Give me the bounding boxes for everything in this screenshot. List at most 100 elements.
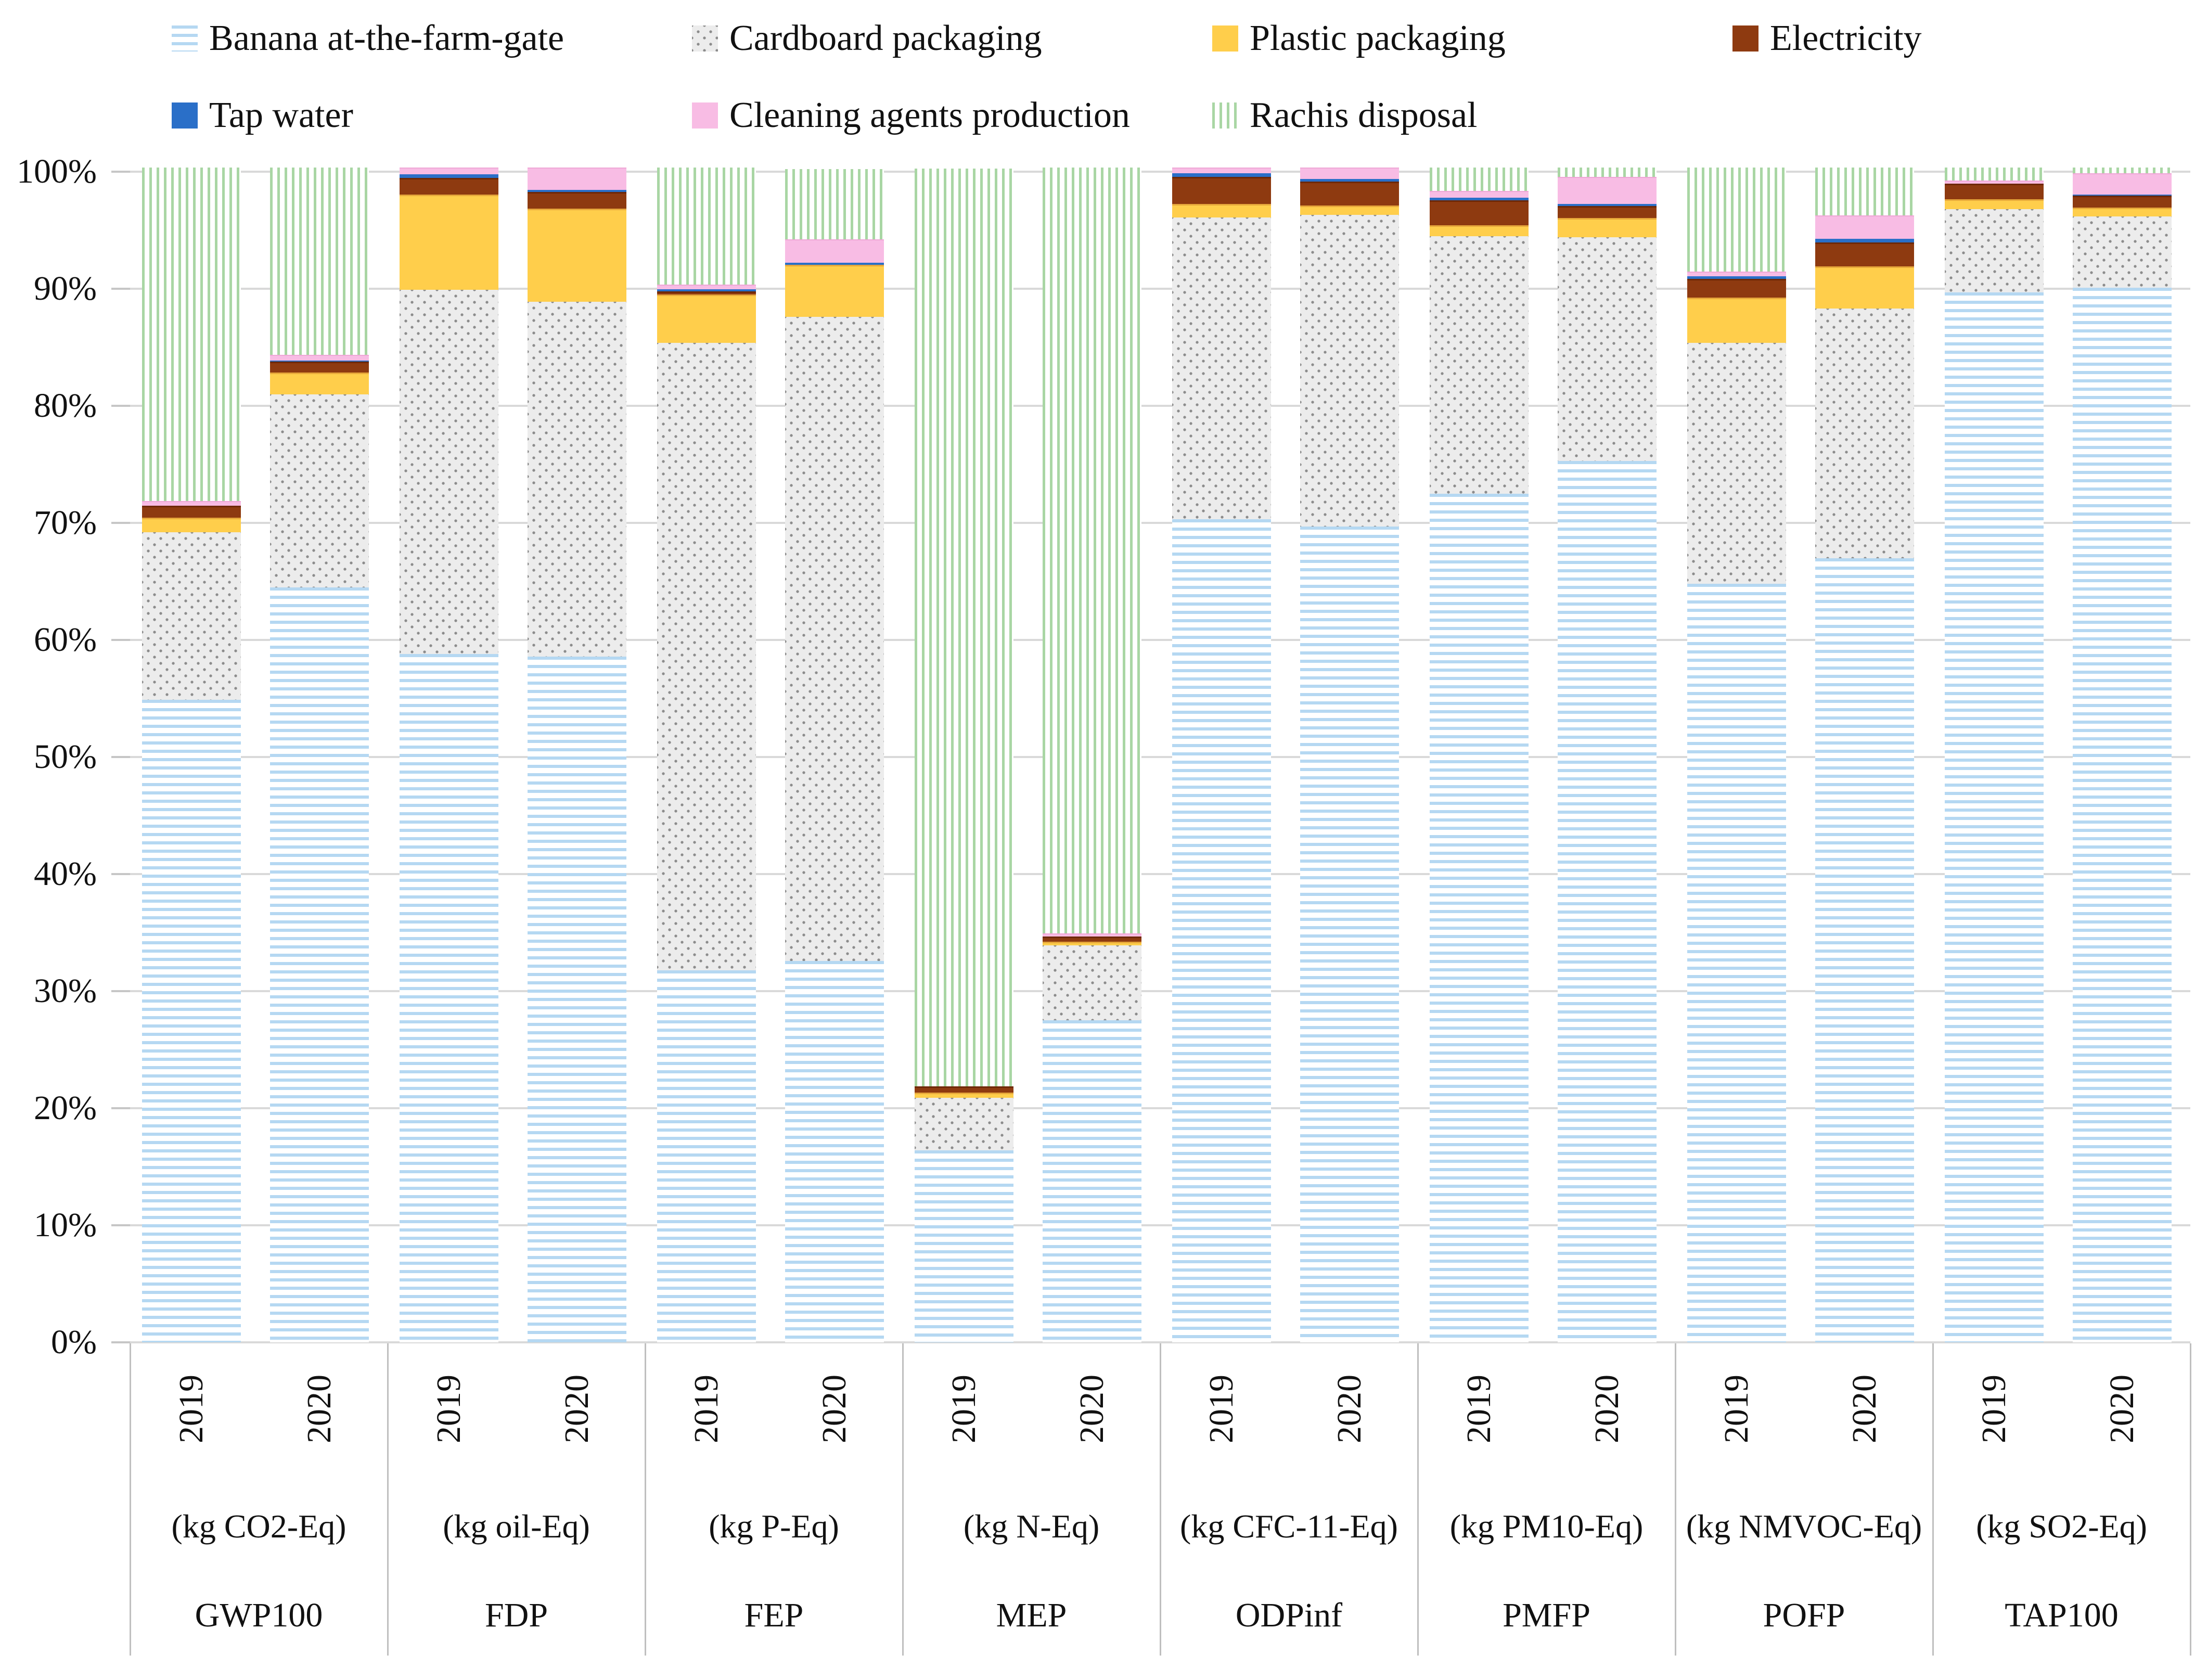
y-tick-70: [111, 522, 130, 524]
y-axis-label-0: 0%: [51, 1323, 97, 1361]
segment-banana-ODPinf-2020: [1300, 526, 1399, 1342]
segment-cardboard-TAP100-2020: [2073, 216, 2172, 288]
segment-cardboard-FDP-2019: [400, 290, 498, 654]
segment-rachis-FEP-2020: [785, 169, 884, 239]
gridline-0: [130, 1341, 2190, 1343]
group-separator-2: [645, 1343, 646, 1656]
y-tick-40: [111, 873, 130, 875]
segment-tap-PMFP-2019: [1430, 198, 1529, 200]
y-axis-label-100: 100%: [17, 152, 97, 190]
segment-tap-FEP-2020: [785, 262, 884, 265]
segment-electricity-GWP100-2019: [142, 506, 241, 518]
gridline-70: [130, 522, 2190, 524]
bar-group-FDP: [388, 168, 645, 1342]
segment-plastic-PMFP-2020: [1558, 218, 1657, 237]
bar-GWP100-2019: [142, 168, 241, 1342]
y-tick-30: [111, 990, 130, 992]
segment-electricity-TAP100-2019: [1945, 184, 2044, 200]
segment-tap-FDP-2019: [400, 174, 498, 178]
x-year-label-ODPinf-2020: 2020: [1330, 1375, 1368, 1443]
x-unit-label-MEP: (kg N-Eq): [963, 1508, 1100, 1545]
segment-plastic-FDP-2020: [528, 209, 626, 302]
segment-electricity-ODPinf-2019: [1172, 176, 1271, 204]
segment-banana-POFP-2020: [1815, 558, 1914, 1342]
gridline-90: [130, 288, 2190, 290]
segment-cardboard-GWP100-2020: [270, 394, 369, 587]
segment-cardboard-TAP100-2019: [1945, 209, 2044, 292]
segment-tap-FEP-2019: [657, 289, 756, 292]
y-tick-90: [111, 288, 130, 290]
segment-banana-FDP-2020: [528, 656, 626, 1342]
group-separator-8: [2190, 1343, 2191, 1656]
segment-tap-TAP100-2020: [2073, 194, 2172, 196]
y-axis-label-10: 10%: [34, 1206, 97, 1244]
bar-FDP-2019: [400, 168, 498, 1342]
segment-cardboard-MEP-2019: [915, 1097, 1013, 1150]
segment-cleaning-FDP-2019: [400, 168, 498, 175]
electricity-legend-swatch-icon: [1732, 25, 1758, 52]
y-axis-label-70: 70%: [34, 504, 97, 542]
segment-cardboard-ODPinf-2020: [1300, 215, 1399, 527]
segment-banana-ODPinf-2019: [1172, 519, 1271, 1342]
segment-banana-POFP-2019: [1687, 584, 1786, 1342]
bar-FEP-2019: [657, 168, 756, 1342]
segment-banana-MEP-2020: [1043, 1020, 1141, 1342]
x-year-label-FDP-2019: 2019: [430, 1375, 468, 1443]
segment-cardboard-MEP-2020: [1043, 945, 1141, 1021]
x-unit-label-FEP: (kg P-Eq): [709, 1508, 839, 1545]
segment-cleaning-FEP-2020: [785, 239, 884, 263]
bar-TAP100-2019: [1945, 168, 2044, 1342]
x-category-label-FEP: FEP: [744, 1596, 804, 1634]
group-separator-5: [1417, 1343, 1419, 1656]
segment-cleaning-GWP100-2019: [142, 501, 241, 506]
y-tick-80: [111, 405, 130, 407]
segment-cleaning-FEP-2019: [657, 285, 756, 289]
bar-FDP-2020: [528, 168, 626, 1342]
x-axis-label-area: 2019 2020 (kg CO2-Eq) GWP100 2019 2020 (kg oil…: [130, 1342, 2191, 1660]
segment-banana-TAP100-2019: [1945, 292, 2044, 1342]
segment-cleaning-POFP-2019: [1687, 272, 1786, 276]
segment-cleaning-ODPinf-2019: [1172, 168, 1271, 173]
bar-group-POFP: [1675, 168, 1933, 1342]
segment-cardboard-PMFP-2020: [1558, 237, 1657, 461]
bar-PMFP-2019: [1430, 168, 1529, 1342]
bar-group-MEP: [903, 168, 1160, 1342]
segment-plastic-POFP-2019: [1687, 298, 1786, 343]
segment-rachis-POFP-2019: [1687, 168, 1786, 272]
segment-electricity-MEP-2020: [1043, 937, 1141, 942]
segment-plastic-MEP-2019: [915, 1093, 1013, 1098]
segment-electricity-POFP-2019: [1687, 278, 1786, 298]
x-category-label-TAP100: TAP100: [2005, 1596, 2119, 1634]
segment-cleaning-TAP100-2019: [1945, 180, 2044, 184]
group-separator-0: [130, 1343, 131, 1656]
x-year-label-FEP-2020: 2020: [815, 1375, 853, 1443]
segment-cardboard-FEP-2020: [785, 317, 884, 961]
group-separator-4: [1160, 1343, 1161, 1656]
segment-banana-GWP100-2020: [270, 587, 369, 1342]
segment-cardboard-FDP-2020: [528, 301, 626, 657]
segment-cardboard-FEP-2019: [657, 342, 756, 970]
gridline-60: [130, 639, 2190, 641]
segment-rachis-MEP-2020: [1043, 168, 1141, 933]
segment-plastic-POFP-2020: [1815, 266, 1914, 309]
segment-cleaning-MEP-2020: [1043, 933, 1141, 937]
segment-cleaning-TAP100-2020: [2073, 173, 2172, 195]
segment-rachis-TAP100-2019: [1945, 168, 2044, 181]
segment-electricity-POFP-2020: [1815, 242, 1914, 266]
group-separator-1: [387, 1343, 389, 1656]
segment-rachis-PMFP-2020: [1558, 168, 1657, 177]
segment-cardboard-POFP-2019: [1687, 342, 1786, 584]
bar-MEP-2020: [1043, 168, 1141, 1342]
y-tick-50: [111, 756, 130, 758]
x-category-label-GWP100: GWP100: [195, 1596, 323, 1634]
segment-electricity-ODPinf-2020: [1300, 181, 1399, 206]
legend-item-rachis: Rachis disposal: [1212, 97, 1477, 134]
segment-banana-FDP-2019: [400, 654, 498, 1342]
segment-cardboard-POFP-2020: [1815, 309, 1914, 558]
bar-group-FEP: [645, 168, 903, 1342]
segment-plastic-FEP-2020: [785, 265, 884, 317]
legend-label-electricity: Electricity: [1770, 18, 1922, 58]
x-year-label-TAP100-2019: 2019: [1975, 1375, 2013, 1443]
x-year-label-MEP-2019: 2019: [945, 1375, 983, 1443]
